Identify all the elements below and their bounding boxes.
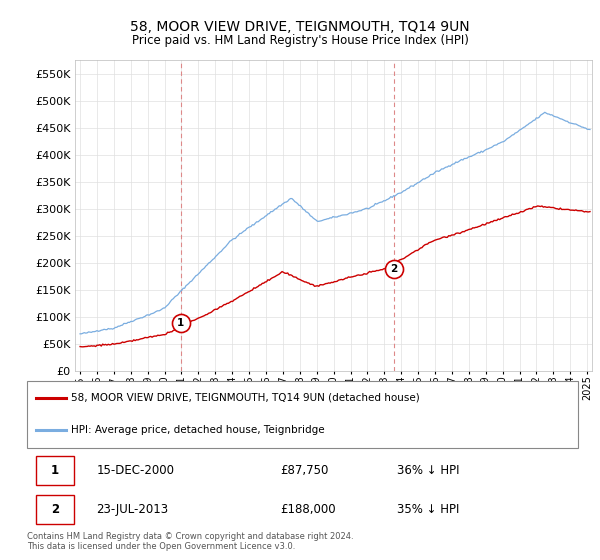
FancyBboxPatch shape [36,456,74,484]
Text: 1: 1 [51,464,59,477]
Text: 58, MOOR VIEW DRIVE, TEIGNMOUTH, TQ14 9UN (detached house): 58, MOOR VIEW DRIVE, TEIGNMOUTH, TQ14 9U… [71,393,420,403]
Text: 2: 2 [390,264,397,274]
Text: HPI: Average price, detached house, Teignbridge: HPI: Average price, detached house, Teig… [71,426,325,436]
Text: £188,000: £188,000 [280,503,336,516]
Text: 35% ↓ HPI: 35% ↓ HPI [397,503,460,516]
Text: 2: 2 [51,503,59,516]
Text: 58, MOOR VIEW DRIVE, TEIGNMOUTH, TQ14 9UN: 58, MOOR VIEW DRIVE, TEIGNMOUTH, TQ14 9U… [130,20,470,34]
FancyBboxPatch shape [36,495,74,524]
Text: Contains HM Land Registry data © Crown copyright and database right 2024.
This d: Contains HM Land Registry data © Crown c… [27,532,353,552]
Text: 23-JUL-2013: 23-JUL-2013 [97,503,169,516]
Text: 15-DEC-2000: 15-DEC-2000 [97,464,175,477]
Text: 1: 1 [177,319,184,328]
FancyBboxPatch shape [27,381,578,448]
Text: 36% ↓ HPI: 36% ↓ HPI [397,464,460,477]
Text: £87,750: £87,750 [280,464,329,477]
Text: Price paid vs. HM Land Registry's House Price Index (HPI): Price paid vs. HM Land Registry's House … [131,34,469,46]
